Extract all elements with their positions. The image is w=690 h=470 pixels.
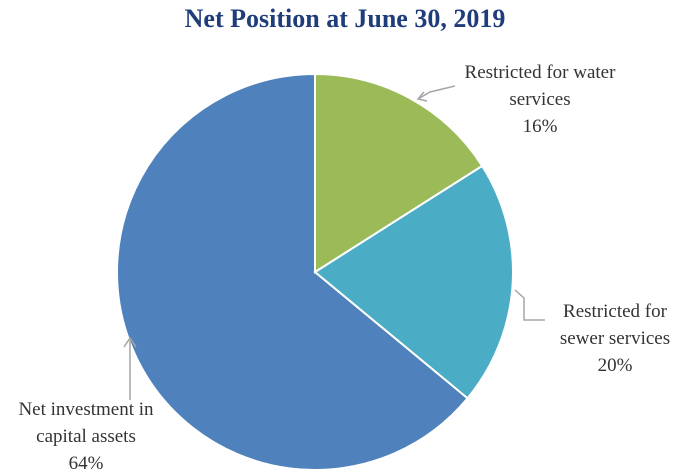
leader-line bbox=[417, 85, 456, 100]
category-label: Net investment in capital assets bbox=[18, 399, 154, 447]
pie-slice bbox=[313, 164, 514, 400]
leader-arrow bbox=[416, 91, 428, 102]
category-label: Restricted for sewer services bbox=[559, 301, 671, 349]
value-label: 16% bbox=[522, 116, 558, 137]
slice-label: Net investment in capital assets 64% bbox=[6, 396, 166, 470]
pie-slice bbox=[116, 72, 469, 470]
slice-label: Restricted for sewer services 20% bbox=[540, 298, 690, 379]
value-label: 64% bbox=[68, 453, 104, 470]
value-label: 20% bbox=[597, 355, 633, 376]
leader-line bbox=[514, 289, 545, 321]
category-label: Restricted for water services bbox=[464, 62, 616, 110]
pie-slice bbox=[314, 72, 484, 274]
chart-title: Net Position at June 30, 2019 bbox=[184, 4, 506, 33]
leader-arrow bbox=[123, 336, 137, 348]
slice-label: Restricted for water services 16% bbox=[450, 59, 630, 140]
